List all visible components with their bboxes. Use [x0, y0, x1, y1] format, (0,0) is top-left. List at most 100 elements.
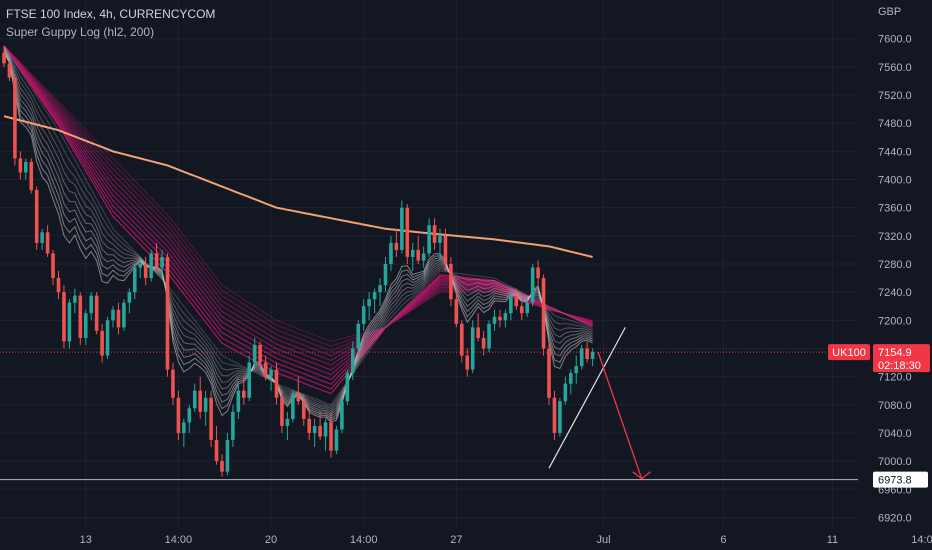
- candle-body: [160, 256, 164, 268]
- candle-body: [192, 390, 197, 409]
- candle-body: [541, 278, 546, 349]
- candle-body: [367, 299, 371, 307]
- candle-body: [465, 355, 470, 370]
- projection-arrow: [597, 351, 643, 479]
- price-tick-label: 7200.0: [878, 315, 912, 327]
- price-tick-label: 6920.0: [878, 512, 912, 524]
- candle-body: [116, 309, 121, 328]
- candle-body: [427, 225, 431, 254]
- candle-body: [45, 232, 50, 254]
- price-tick-label: 7400.0: [878, 175, 912, 187]
- candle-body: [329, 422, 333, 451]
- candle-body: [236, 390, 241, 412]
- guppy-fast-line: [3, 50, 593, 419]
- candle-body: [378, 285, 382, 293]
- candle-body: [138, 264, 143, 268]
- guppy-slow-line: [3, 45, 593, 357]
- price-axis[interactable]: GBP6920.06960.07000.07040.07080.07120.07…: [858, 0, 932, 550]
- candle-body: [62, 292, 66, 342]
- grid: [0, 0, 926, 528]
- candle-body: [438, 235, 442, 243]
- guppy-ribbon: [3, 45, 593, 423]
- candle-body: [432, 225, 437, 243]
- candle-body: [454, 299, 459, 324]
- guppy-slow-line: [3, 45, 593, 385]
- candle-body: [2, 52, 6, 64]
- candle-body: [394, 242, 399, 250]
- time-tick-label: Jul: [596, 534, 610, 546]
- candle-body: [525, 302, 529, 314]
- candle-body: [498, 316, 502, 321]
- ma200-line: [3, 115, 593, 258]
- guppy-fast-line: [3, 46, 593, 410]
- price-tick-label: 7360.0: [878, 203, 912, 215]
- candle-body: [182, 422, 186, 433]
- price-tick-label: 7440.0: [878, 146, 912, 158]
- candle-body: [225, 440, 230, 472]
- candle-body: [449, 264, 453, 300]
- candle-body: [361, 306, 366, 324]
- candle-body: [291, 394, 295, 419]
- projection-arrowhead: [632, 471, 652, 480]
- candles: [2, 45, 595, 477]
- guppy-slow-line: [3, 45, 593, 390]
- candle-body: [7, 63, 12, 78]
- candle-body: [345, 373, 350, 402]
- symbol-title[interactable]: FTSE 100 Index, 4h, CURRENCYCOM: [6, 7, 216, 21]
- price-tick-label: 7280.0: [878, 259, 912, 271]
- candle-body: [585, 348, 589, 360]
- price-tick-label: 7240.0: [878, 287, 912, 299]
- candle-body: [209, 397, 213, 440]
- candle-body: [476, 327, 480, 338]
- candle-body: [231, 411, 235, 440]
- time-axis-bg: [0, 528, 932, 550]
- candle-body: [154, 253, 159, 268]
- candle-body: [340, 401, 344, 430]
- candle-body: [176, 397, 181, 433]
- candle-body: [274, 369, 279, 398]
- candle-body: [34, 190, 39, 243]
- symbol-badge: [828, 344, 870, 361]
- candle-body: [143, 264, 148, 279]
- guppy-slow-line: [3, 45, 593, 352]
- candle-body: [165, 256, 170, 370]
- candle-body: [590, 352, 595, 360]
- candle-body: [83, 313, 88, 338]
- candle-body: [421, 253, 426, 261]
- candle-body: [203, 397, 208, 412]
- candle-body: [187, 408, 192, 423]
- candle-body: [247, 362, 252, 398]
- candle-body: [67, 302, 72, 342]
- candle-body: [111, 309, 115, 321]
- candle-body: [220, 461, 224, 472]
- candle-body: [214, 440, 219, 462]
- time-tick-label: 14:00: [911, 534, 932, 546]
- candle-body: [269, 369, 273, 377]
- price-axis-bg: [858, 0, 932, 550]
- candle-body: [416, 249, 420, 261]
- candle-body: [258, 344, 262, 363]
- candle-body: [301, 401, 306, 419]
- candle-body: [56, 278, 61, 293]
- candle-body: [171, 369, 175, 398]
- candle-body: [94, 295, 99, 331]
- candle-body: [470, 327, 475, 370]
- candle-body: [579, 348, 584, 367]
- candle-body: [530, 267, 535, 303]
- candle-body: [242, 390, 246, 398]
- price-tick-label: 7080.0: [878, 400, 912, 412]
- indicator-label[interactable]: Super Guppy Log (hl2, 200): [6, 25, 155, 39]
- time-tick-label: 13: [80, 534, 92, 546]
- candle-body: [563, 383, 568, 402]
- target-level-badge: [873, 471, 928, 488]
- support-trendline: [548, 327, 626, 469]
- time-tick-label: 27: [450, 534, 462, 546]
- candle-body: [24, 161, 28, 173]
- candle-body: [51, 253, 55, 279]
- time-tick-label: 20: [265, 534, 277, 546]
- time-tick-label: 11: [827, 534, 838, 546]
- candle-body: [323, 422, 328, 437]
- symbol-badge-text: UK100: [832, 347, 866, 359]
